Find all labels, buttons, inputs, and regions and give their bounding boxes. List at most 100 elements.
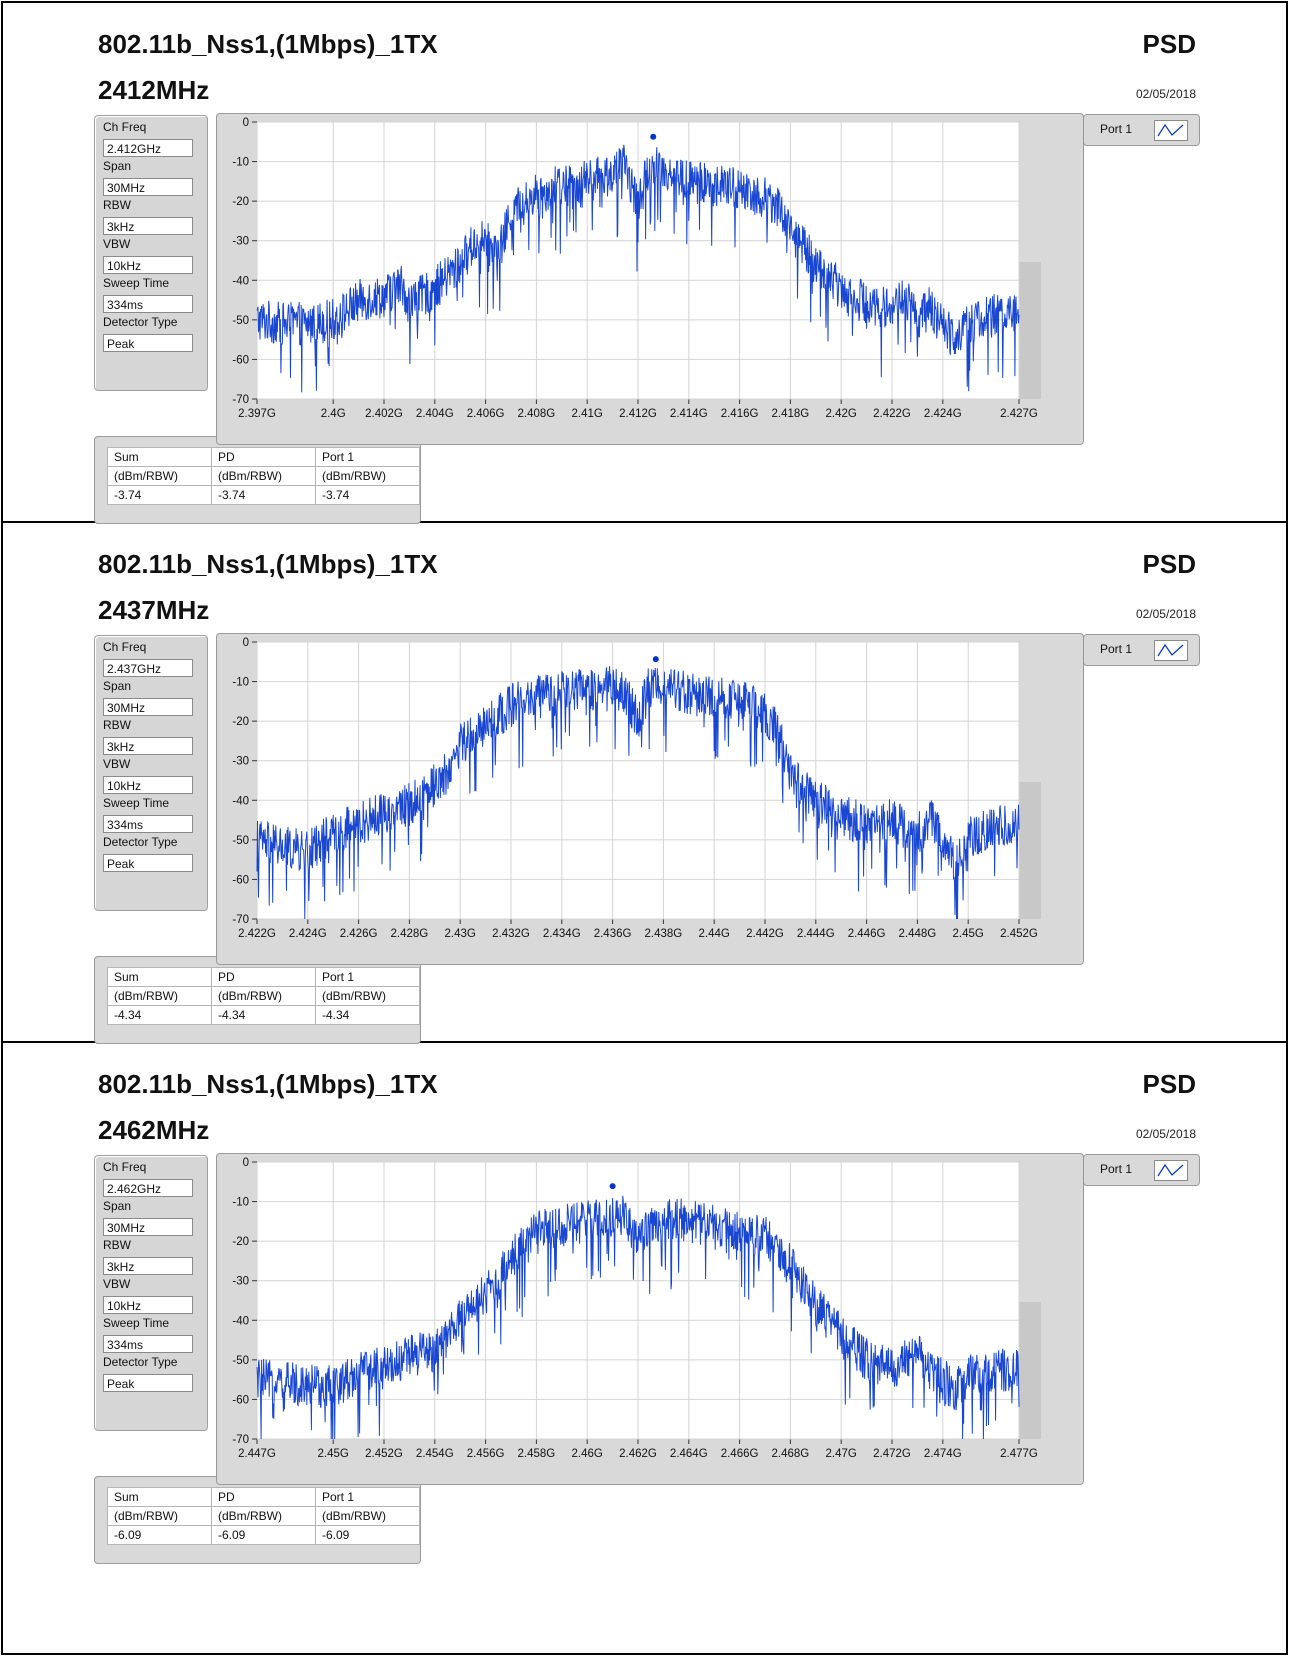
chart-svg: 2.397G 2.4G 2.402G 2.404G 2.406G 2.408G 2.41G 2… — [232, 117, 1041, 420]
x-tick-label: 2.428G — [391, 928, 429, 940]
x-tick-label: 2.427G — [1000, 408, 1038, 420]
setting-label: RBW — [103, 198, 131, 212]
x-tick-label: 2.456G — [467, 1448, 505, 1460]
setting-value-field[interactable]: Peak — [103, 1374, 193, 1392]
setting-value-field[interactable]: 334ms — [103, 815, 193, 833]
x-tick-label: 2.41G — [572, 408, 603, 420]
y-tick-label: -50 — [232, 315, 249, 327]
table-cell: Port 1 — [315, 967, 420, 987]
peak-marker — [652, 656, 659, 663]
x-tick-label: 2.477G — [1000, 1448, 1038, 1460]
x-tick-label: 2.42G — [826, 408, 857, 420]
table-row: (dBm/RBW) (dBm/RBW) (dBm/RBW) — [107, 466, 420, 486]
y-tick-label: -30 — [232, 756, 249, 768]
table-cell: (dBm/RBW) — [107, 986, 212, 1006]
x-tick-label: 2.416G — [721, 408, 759, 420]
setting-label: Span — [103, 1199, 132, 1213]
trace-style-icon[interactable] — [1154, 120, 1188, 141]
table-cell: -6.09 — [315, 1525, 420, 1545]
psd-label: PSD — [1142, 29, 1196, 59]
setting-value-field[interactable]: 3kHz — [103, 217, 193, 235]
y-tick-label: -70 — [232, 1434, 249, 1446]
setting-value-field[interactable]: Peak — [103, 334, 193, 352]
setting-value-field[interactable]: 2.412GHz — [103, 139, 193, 157]
setting-value-field[interactable]: 3kHz — [103, 1257, 193, 1275]
y-tick-label: 0 — [243, 117, 249, 129]
table-row: -3.74 -3.74 -3.74 — [107, 485, 420, 505]
measurement-settings-panel: Ch Freq 2.462GHz Span 30MHz RBW 3kHz VBW 10kHz S… — [94, 1155, 208, 1431]
x-tick-label: 2.436G — [594, 928, 632, 940]
table-row: (dBm/RBW) (dBm/RBW) (dBm/RBW) — [107, 1506, 420, 1526]
x-tick-label: 2.454G — [416, 1448, 454, 1460]
peak-marker — [650, 133, 657, 140]
table-cell: PD — [211, 1487, 316, 1507]
plot-legend[interactable]: Port 1 — [1083, 114, 1200, 146]
table-cell: -3.74 — [211, 485, 316, 505]
setting-value-field[interactable]: 2.437GHz — [103, 659, 193, 677]
table-cell: -4.34 — [107, 1005, 212, 1025]
y-tick-label: -30 — [232, 1276, 249, 1288]
channel-frequency-heading: 2412MHz — [98, 75, 210, 105]
psd-chart[interactable]: 2.422G 2.424G 2.426G 2.428G 2.43G 2.432G 2.434… — [216, 633, 1084, 965]
x-tick-label: 2.44G — [699, 928, 730, 940]
table-cell: -3.74 — [315, 485, 420, 505]
setting-value-field[interactable]: 10kHz — [103, 776, 193, 794]
scroll-band — [1019, 262, 1041, 399]
setting-value-field[interactable]: 10kHz — [103, 1296, 193, 1314]
setting-label: RBW — [103, 718, 131, 732]
x-tick-label: 2.402G — [365, 408, 403, 420]
y-tick-label: -70 — [232, 394, 249, 406]
table-cell: PD — [211, 447, 316, 467]
setting-label: Sweep Time — [103, 276, 170, 290]
setting-label: RBW — [103, 1238, 131, 1252]
table-cell: PD — [211, 967, 316, 987]
plot-legend[interactable]: Port 1 — [1083, 1154, 1200, 1186]
setting-label: Ch Freq — [103, 120, 147, 134]
x-tick-label: 2.446G — [848, 928, 886, 940]
y-tick-label: -20 — [232, 196, 249, 208]
setting-label: VBW — [103, 757, 131, 771]
table-cell: (dBm/RBW) — [211, 466, 316, 486]
x-tick-label: 2.45G — [318, 1448, 349, 1460]
y-tick-label: 0 — [243, 1157, 249, 1169]
x-tick-label: 2.458G — [518, 1448, 556, 1460]
setting-value-field[interactable]: Peak — [103, 854, 193, 872]
trace-style-icon[interactable] — [1154, 1160, 1188, 1181]
psd-chart[interactable]: 2.447G 2.45G 2.452G 2.454G 2.456G 2.458G 2.46G… — [216, 1153, 1084, 1485]
table-row: Sum PD Port 1 — [107, 1487, 420, 1507]
setting-value-field[interactable]: 2.462GHz — [103, 1179, 193, 1197]
table-row: (dBm/RBW) (dBm/RBW) (dBm/RBW) — [107, 986, 420, 1006]
measurement-date: 02/05/2018 — [1135, 1127, 1196, 1141]
x-tick-label: 2.474G — [924, 1448, 962, 1460]
legend-series-label: Port 1 — [1100, 122, 1133, 136]
x-tick-label: 2.468G — [772, 1448, 810, 1460]
setting-value-field[interactable]: 30MHz — [103, 698, 193, 716]
legend-series-label: Port 1 — [1100, 642, 1133, 656]
y-tick-label: -10 — [232, 157, 249, 169]
setting-value-field[interactable]: 334ms — [103, 295, 193, 313]
table-row: Sum PD Port 1 — [107, 447, 420, 467]
plot-legend[interactable]: Port 1 — [1083, 634, 1200, 666]
setting-value-field[interactable]: 10kHz — [103, 256, 193, 274]
x-tick-label: 2.442G — [746, 928, 784, 940]
power-results-table: Sum PD Port 1 (dBm/RBW) (dBm/RBW) (dBm/RBW) -6… — [107, 1487, 420, 1545]
channel-frequency-heading: 2462MHz — [98, 1115, 210, 1145]
y-tick-label: -40 — [232, 275, 249, 287]
channel-frequency-heading: 2437MHz — [98, 595, 210, 625]
y-tick-label: -70 — [232, 914, 249, 926]
x-tick-label: 2.45G — [953, 928, 984, 940]
setting-label: Detector Type — [103, 1355, 178, 1369]
trace-style-icon[interactable] — [1154, 640, 1188, 661]
x-tick-label: 2.418G — [772, 408, 810, 420]
x-tick-label: 2.408G — [518, 408, 556, 420]
setting-value-field[interactable]: 30MHz — [103, 178, 193, 196]
psd-chart[interactable]: 2.397G 2.4G 2.402G 2.404G 2.406G 2.408G 2.41G 2… — [216, 113, 1084, 445]
y-tick-label: -10 — [232, 1197, 249, 1209]
setting-label: Detector Type — [103, 315, 178, 329]
chart-svg: 2.422G 2.424G 2.426G 2.428G 2.43G 2.432G 2.434… — [232, 637, 1041, 940]
setting-value-field[interactable]: 30MHz — [103, 1218, 193, 1236]
table-cell: -3.74 — [107, 485, 212, 505]
setting-value-field[interactable]: 3kHz — [103, 737, 193, 755]
x-tick-label: 2.426G — [340, 928, 378, 940]
setting-value-field[interactable]: 334ms — [103, 1335, 193, 1353]
